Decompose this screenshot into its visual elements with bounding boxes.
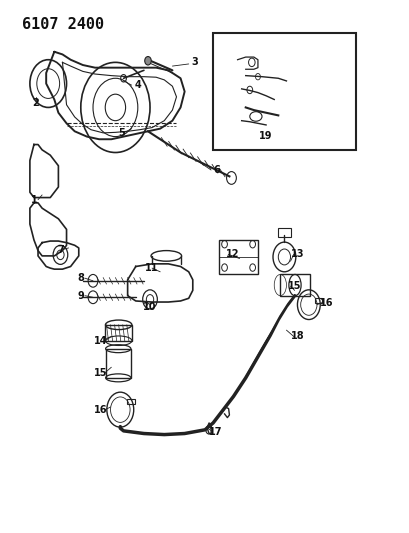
Text: 18: 18 bbox=[290, 332, 304, 342]
Text: 2: 2 bbox=[33, 98, 39, 108]
Text: 8: 8 bbox=[77, 273, 84, 283]
Bar bbox=[280, 274, 309, 296]
Bar bbox=[278, 228, 290, 237]
Text: 16: 16 bbox=[94, 405, 108, 415]
Text: 9: 9 bbox=[77, 290, 84, 301]
Text: 4: 4 bbox=[134, 79, 141, 90]
Text: 17: 17 bbox=[209, 427, 222, 437]
Text: 6: 6 bbox=[213, 165, 220, 175]
Text: 7: 7 bbox=[57, 245, 64, 255]
Text: 16: 16 bbox=[319, 297, 332, 308]
Bar bbox=[126, 399, 135, 405]
Bar bbox=[106, 349, 130, 378]
Text: 13: 13 bbox=[290, 249, 304, 260]
Text: 3: 3 bbox=[191, 58, 198, 67]
Text: 12: 12 bbox=[225, 249, 238, 260]
Text: 11: 11 bbox=[144, 263, 157, 272]
Bar bbox=[219, 240, 257, 274]
Bar bbox=[213, 33, 355, 150]
Text: 5: 5 bbox=[118, 128, 125, 138]
Circle shape bbox=[144, 56, 151, 65]
Text: 14: 14 bbox=[94, 336, 108, 346]
Text: 19: 19 bbox=[259, 131, 272, 141]
Text: 15: 15 bbox=[287, 281, 301, 291]
Bar bbox=[314, 298, 321, 303]
Text: 10: 10 bbox=[143, 302, 156, 312]
Text: 1: 1 bbox=[31, 195, 37, 205]
Text: 15: 15 bbox=[94, 368, 108, 377]
Bar bbox=[105, 325, 131, 341]
Text: 6107 2400: 6107 2400 bbox=[22, 17, 103, 33]
